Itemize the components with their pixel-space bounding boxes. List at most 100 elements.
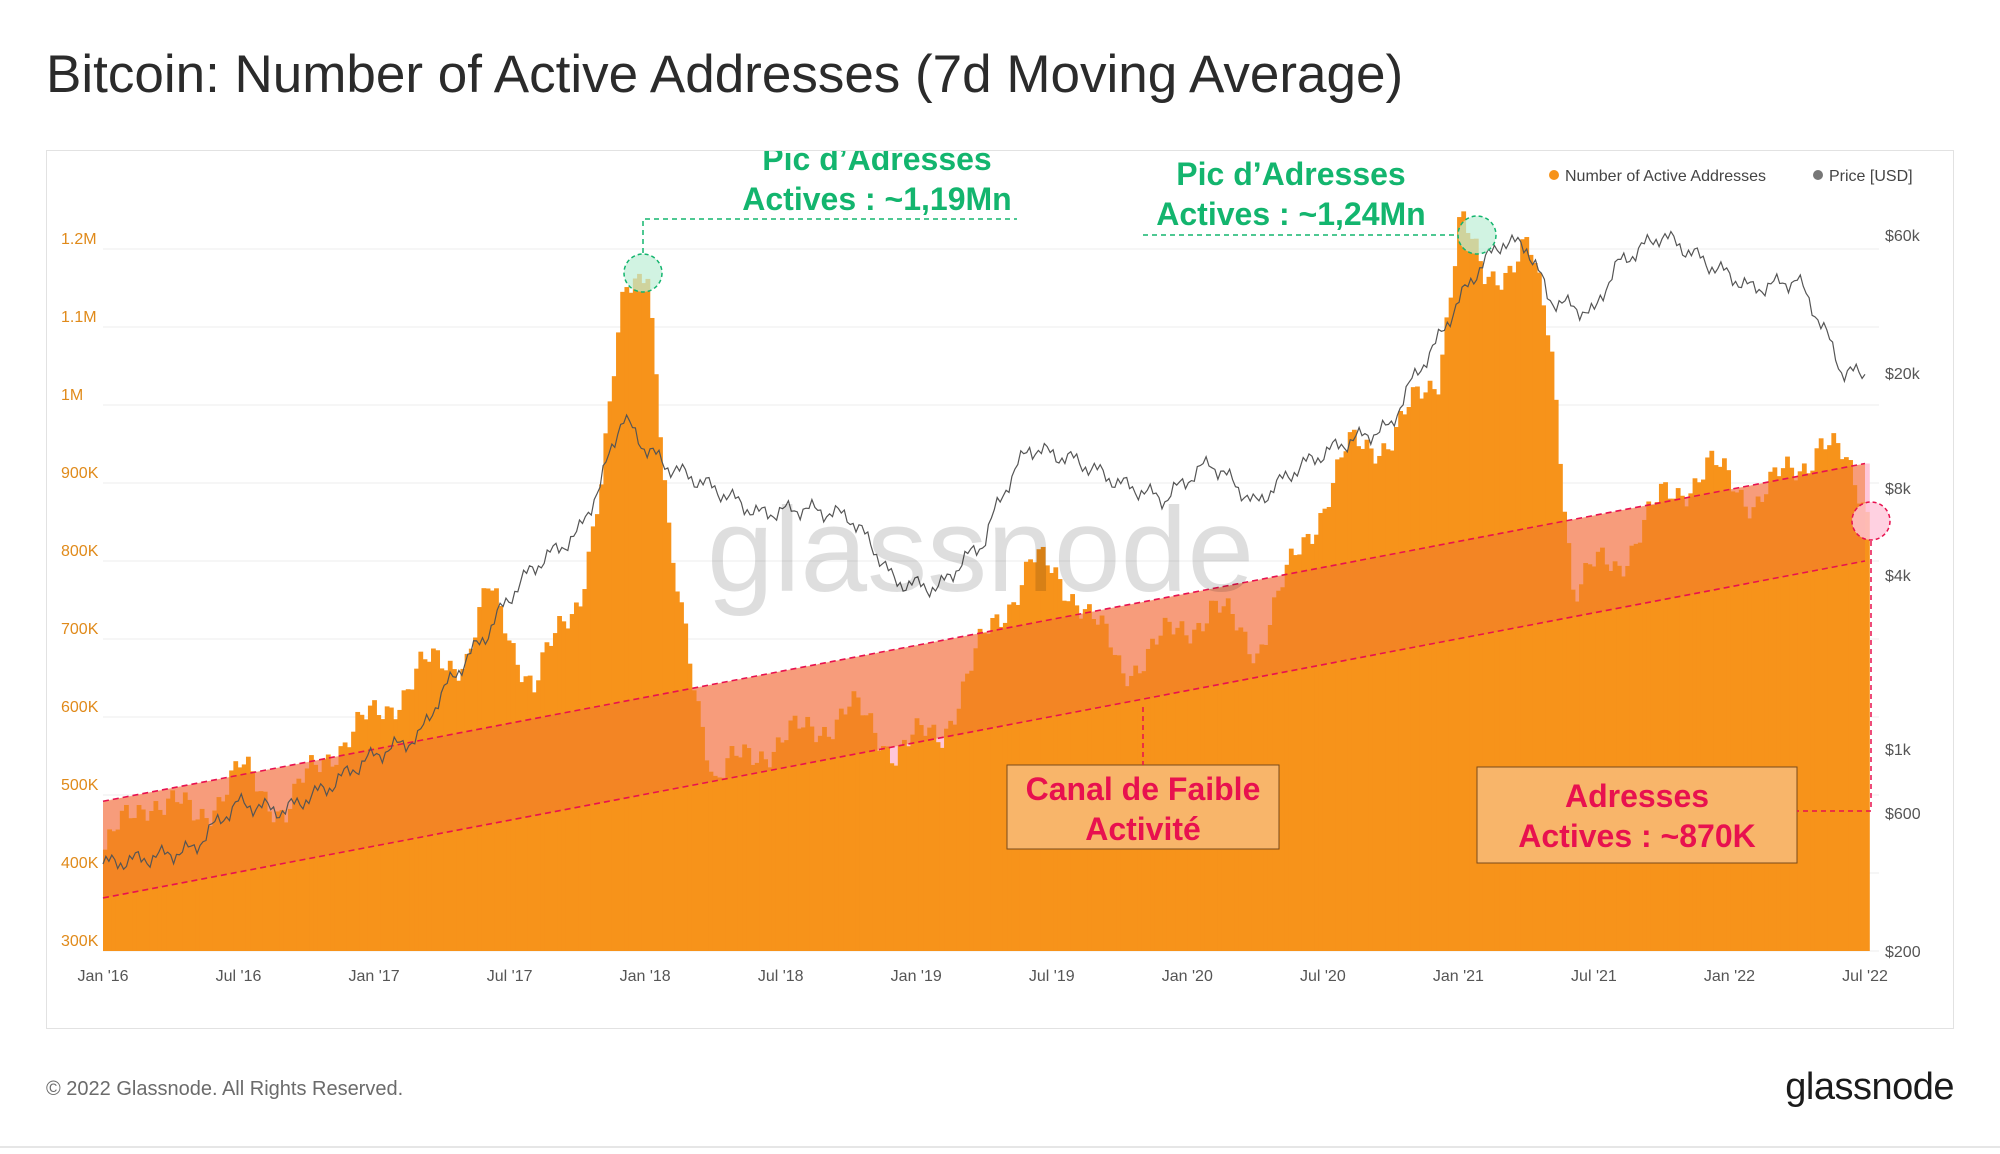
- address-bar: [220, 801, 226, 951]
- address-bar: [1612, 561, 1618, 951]
- address-bar: [754, 762, 760, 951]
- price-line: [102, 230, 1866, 871]
- address-bar: [1696, 482, 1702, 951]
- address-bar: [1377, 455, 1382, 951]
- address-bar: [637, 273, 642, 951]
- address-bar: [1372, 463, 1378, 951]
- address-bar: [817, 735, 823, 951]
- x-tick-label: Jan '20: [1162, 968, 1213, 985]
- address-bar: [1722, 458, 1727, 951]
- address-bar: [607, 401, 613, 951]
- address-bar: [1023, 561, 1029, 951]
- price-tick-label: $1k: [1885, 742, 1912, 759]
- current-leader: [1797, 541, 1872, 812]
- price-tick-label: $4k: [1885, 568, 1912, 585]
- address-bar: [792, 715, 798, 951]
- address-bar: [750, 764, 756, 951]
- annotation-text: Pic d’Adresses: [762, 151, 991, 177]
- address-bar: [317, 772, 323, 951]
- address-bar: [1297, 554, 1303, 951]
- address-bar: [742, 744, 747, 951]
- current-marker: [1851, 501, 1891, 541]
- address-bar: [935, 742, 941, 951]
- address-bar: [1419, 398, 1425, 951]
- address-bar: [1427, 380, 1433, 951]
- address-bar: [645, 278, 651, 951]
- y-tick-label: 900K: [61, 465, 99, 482]
- address-bar: [1700, 479, 1706, 951]
- x-tick-label: Jul '21: [1571, 968, 1617, 985]
- y-tick-label: 1.2M: [61, 231, 97, 248]
- annotation-text: Actives : ~1,19Mn: [742, 181, 1011, 217]
- y-tick-label: 1.1M: [61, 309, 97, 326]
- address-bar: [687, 663, 693, 951]
- address-bar: [1423, 392, 1429, 951]
- address-bar: [876, 750, 882, 951]
- address-bar: [279, 809, 285, 951]
- address-bar: [801, 727, 806, 951]
- address-bar: [788, 720, 794, 951]
- x-tick-label: Jan '19: [891, 968, 942, 985]
- address-bar: [901, 739, 907, 951]
- annotation-text: Pic d’Adresses: [1176, 156, 1405, 192]
- address-bar: [632, 278, 638, 951]
- address-bar: [759, 751, 764, 951]
- y-tick-label: 800K: [61, 543, 99, 560]
- address-bar: [292, 783, 298, 951]
- address-bar: [1402, 414, 1408, 951]
- address-bar: [1309, 543, 1315, 951]
- address-bar: [1284, 564, 1290, 951]
- address-bar: [725, 758, 731, 951]
- address-bar: [1827, 445, 1832, 951]
- address-bar: [304, 768, 310, 951]
- annotations: Pic d’Adresses Actives : ~1,19Mn Pic d’Adr…: [623, 151, 1891, 864]
- price-tick-label: $20k: [1885, 366, 1921, 383]
- address-bar: [695, 701, 701, 951]
- address-bar: [1389, 450, 1395, 951]
- address-bar: [700, 726, 705, 951]
- address-bar: [611, 376, 617, 951]
- address-bar: [729, 746, 735, 951]
- address-bar: [1633, 543, 1639, 951]
- address-bar: [1734, 492, 1740, 951]
- address-bar: [649, 317, 655, 951]
- address-bar: [796, 728, 802, 951]
- address-bar: [998, 626, 1004, 951]
- price-tick-label: $200: [1885, 944, 1921, 961]
- address-bar: [1301, 537, 1307, 951]
- address-bar: [1356, 446, 1361, 951]
- address-bar: [1293, 555, 1298, 951]
- address-bar: [830, 739, 836, 951]
- address-bar: [1305, 533, 1311, 951]
- address-bar: [1785, 456, 1790, 951]
- address-bar: [191, 820, 197, 951]
- address-bar: [746, 748, 752, 951]
- address-bar: [1793, 480, 1799, 951]
- address-bar: [1028, 559, 1033, 951]
- address-bar: [1679, 495, 1685, 951]
- address-bar: [813, 742, 819, 951]
- bottom-rule: [0, 1146, 2000, 1148]
- address-bar: [1684, 506, 1689, 951]
- address-bar: [1839, 459, 1845, 951]
- x-tick-label: Jan '16: [77, 968, 128, 985]
- address-bar: [1053, 567, 1059, 951]
- chart-frame: 1.2M 1.1M 1M 900K 800K 700K 600K 500K 400K 300K $6…: [46, 150, 1954, 1029]
- address-bar: [254, 791, 260, 951]
- address-bar: [283, 822, 289, 951]
- address-bar: [775, 737, 781, 951]
- address-bar: [1032, 562, 1038, 951]
- address-bar: [1541, 305, 1546, 952]
- address-bar: [1801, 463, 1807, 951]
- address-bar: [1822, 449, 1828, 951]
- address-bar: [616, 332, 621, 951]
- address-bar: [203, 818, 209, 951]
- address-bar: [1848, 460, 1853, 951]
- annotation-text: Actives : ~1,24Mn: [1156, 196, 1425, 232]
- page-title: Bitcoin: Number of Active Addresses (7d …: [46, 45, 1404, 104]
- address-bar: [956, 708, 962, 951]
- price-tick-label: $600: [1885, 806, 1921, 823]
- x-tick-label: Jan '21: [1433, 968, 1484, 985]
- address-bar: [1642, 519, 1647, 951]
- address-bar: [195, 819, 201, 951]
